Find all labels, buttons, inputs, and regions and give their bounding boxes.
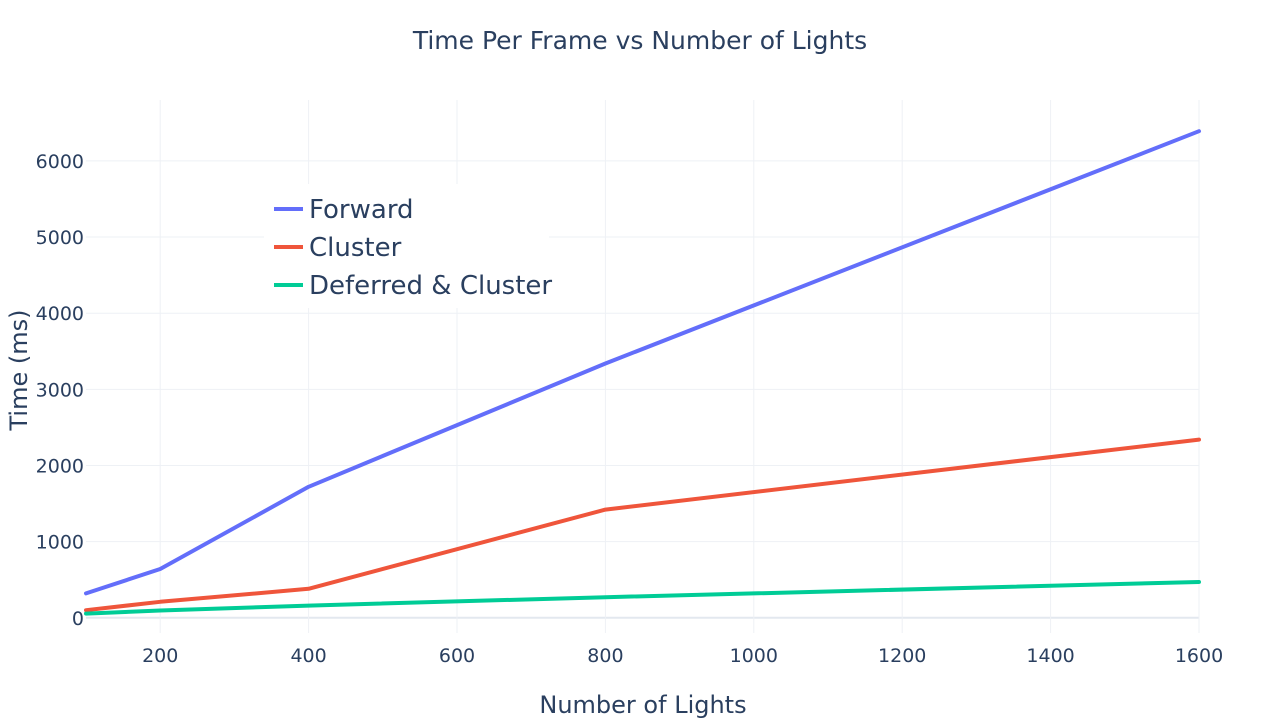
legend: Forward Cluster Deferred & Cluster	[264, 184, 552, 308]
y-tick-label: 2000	[36, 455, 84, 477]
x-tick-label: 800	[587, 645, 623, 667]
chart-title: Time Per Frame vs Number of Lights	[412, 26, 867, 55]
x-axis-ticks: 200 400 600 800 1000 1200 1400 1600	[142, 645, 1223, 667]
legend-background	[264, 184, 549, 308]
x-tick-label: 200	[142, 645, 178, 667]
y-tick-label: 0	[72, 608, 84, 630]
x-tick-label: 1600	[1175, 645, 1223, 667]
y-tick-label: 5000	[36, 227, 84, 249]
y-tick-label: 3000	[36, 379, 84, 401]
legend-label: Forward	[309, 195, 414, 225]
y-axis-ticks: 0 1000 2000 3000 4000 5000 6000	[36, 151, 84, 630]
y-tick-label: 4000	[36, 303, 84, 325]
series-line-1	[84, 129, 1201, 596]
series-line-2	[84, 437, 1201, 613]
y-tick-label: 1000	[36, 532, 84, 554]
y-tick-label: 6000	[36, 151, 84, 173]
series-line-3	[84, 580, 1201, 616]
grid	[86, 100, 1200, 633]
x-tick-label: 1000	[730, 645, 778, 667]
x-tick-label: 400	[290, 645, 326, 667]
legend-label: Cluster	[309, 233, 402, 263]
x-tick-label: 1200	[878, 645, 926, 667]
x-tick-label: 600	[439, 645, 475, 667]
series-lines	[84, 129, 1201, 616]
x-axis-title: Number of Lights	[539, 691, 746, 719]
y-axis-title: Time (ms)	[5, 310, 33, 432]
x-tick-label: 1400	[1026, 645, 1074, 667]
legend-label: Deferred & Cluster	[309, 271, 552, 301]
